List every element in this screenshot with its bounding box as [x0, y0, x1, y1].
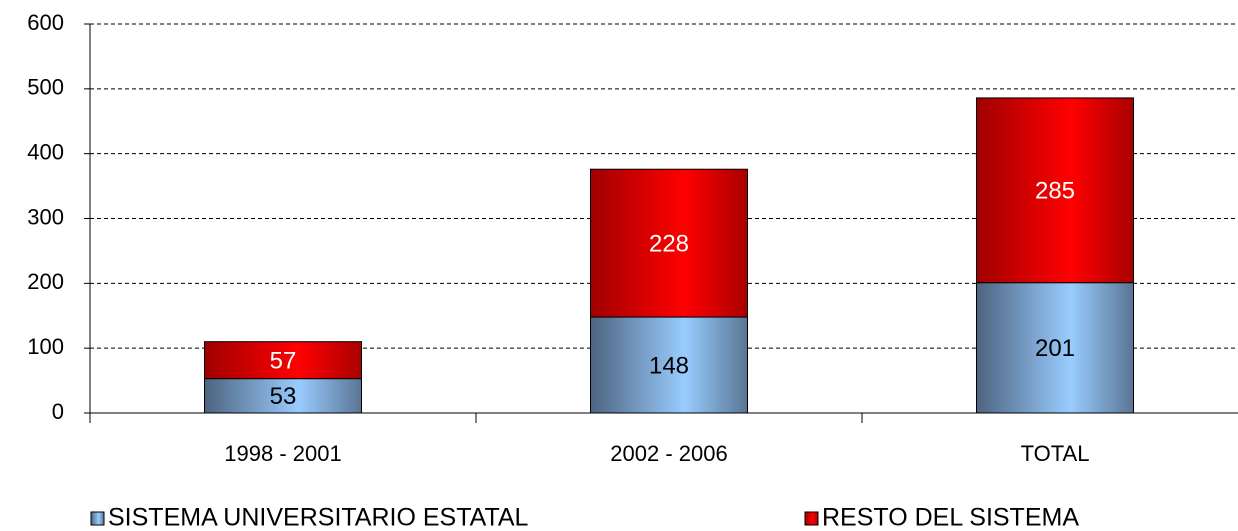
- y-tick-label: 300: [27, 204, 64, 229]
- bar-segment: [590, 316, 748, 414]
- bar-segment: [976, 282, 1134, 414]
- y-tick-label: 400: [27, 139, 64, 164]
- y-tick-label: 500: [27, 75, 64, 100]
- y-tick-label: 200: [27, 269, 64, 294]
- legend-label: RESTO DEL SISTEMA: [822, 504, 1079, 531]
- data-label: 201: [1035, 335, 1075, 362]
- bar-segment: [204, 378, 362, 414]
- data-label: 228: [649, 230, 689, 257]
- data-label: 53: [270, 383, 297, 410]
- data-label: 285: [1035, 178, 1075, 205]
- legend-label: SISTEMA UNIVERSITARIO ESTATAL: [108, 504, 529, 531]
- y-tick-label: 100: [27, 334, 64, 359]
- y-tick-label: 600: [27, 10, 64, 35]
- bar-segment: [976, 97, 1134, 284]
- bar-segment: [204, 341, 362, 380]
- y-tick-label: 0: [52, 399, 64, 424]
- legend-swatch: [90, 511, 105, 526]
- x-tick-label: 2002 - 2006: [610, 441, 727, 466]
- data-label: 148: [649, 352, 689, 379]
- x-tick-label: TOTAL: [1021, 441, 1090, 466]
- bar-segment: [590, 168, 748, 318]
- x-tick-label: 1998 - 2001: [224, 441, 341, 466]
- legend-swatch: [804, 511, 819, 526]
- data-label: 57: [270, 348, 297, 375]
